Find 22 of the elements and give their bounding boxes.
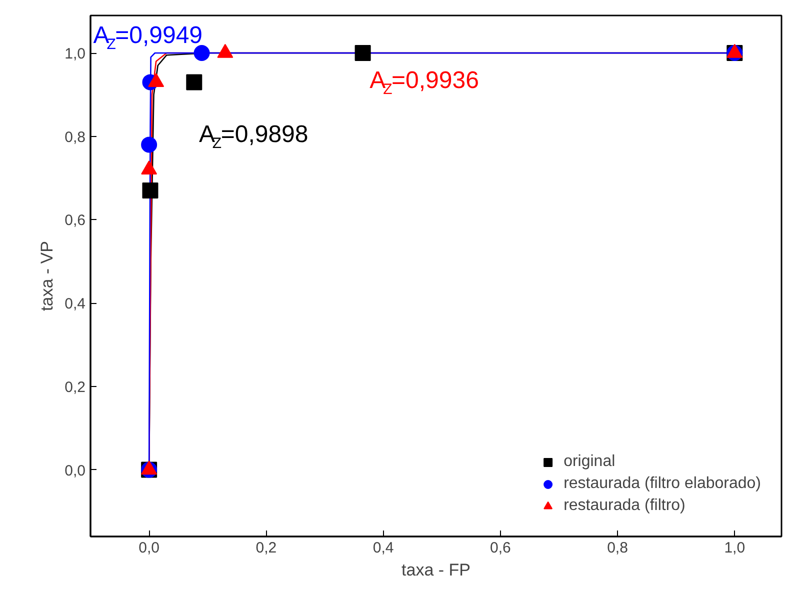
point [142, 182, 158, 199]
x-tick-label: 0,2 [256, 540, 277, 556]
y-axis-title: taxa - VP [38, 241, 57, 311]
y-tick-label: 0,8 [64, 128, 86, 146]
x-tick-label: 0,6 [490, 540, 511, 556]
y-tick-label: 0,0 [64, 462, 86, 480]
y-tick-label: 0,4 [64, 296, 86, 313]
y-tick-label: 0,6 [64, 212, 86, 230]
x-tick-label: 1,0 [724, 540, 746, 556]
legend-label: restaurada (filtro) [564, 497, 686, 515]
point [354, 45, 371, 62]
x-tick-label: 0,4 [372, 540, 394, 556]
y-tick-label: 0,2 [64, 378, 86, 396]
legend-label: restaurada (filtro elaborado) [564, 475, 761, 493]
legend-label: original [564, 453, 616, 471]
point [186, 74, 202, 90]
point [141, 136, 158, 153]
x-tick-label: 0,0 [138, 540, 160, 556]
y-tick-label: 1,0 [64, 46, 86, 63]
x-axis-title: taxa - FP [402, 560, 470, 580]
point [194, 45, 210, 61]
x-tick-label: 0,8 [607, 540, 628, 556]
